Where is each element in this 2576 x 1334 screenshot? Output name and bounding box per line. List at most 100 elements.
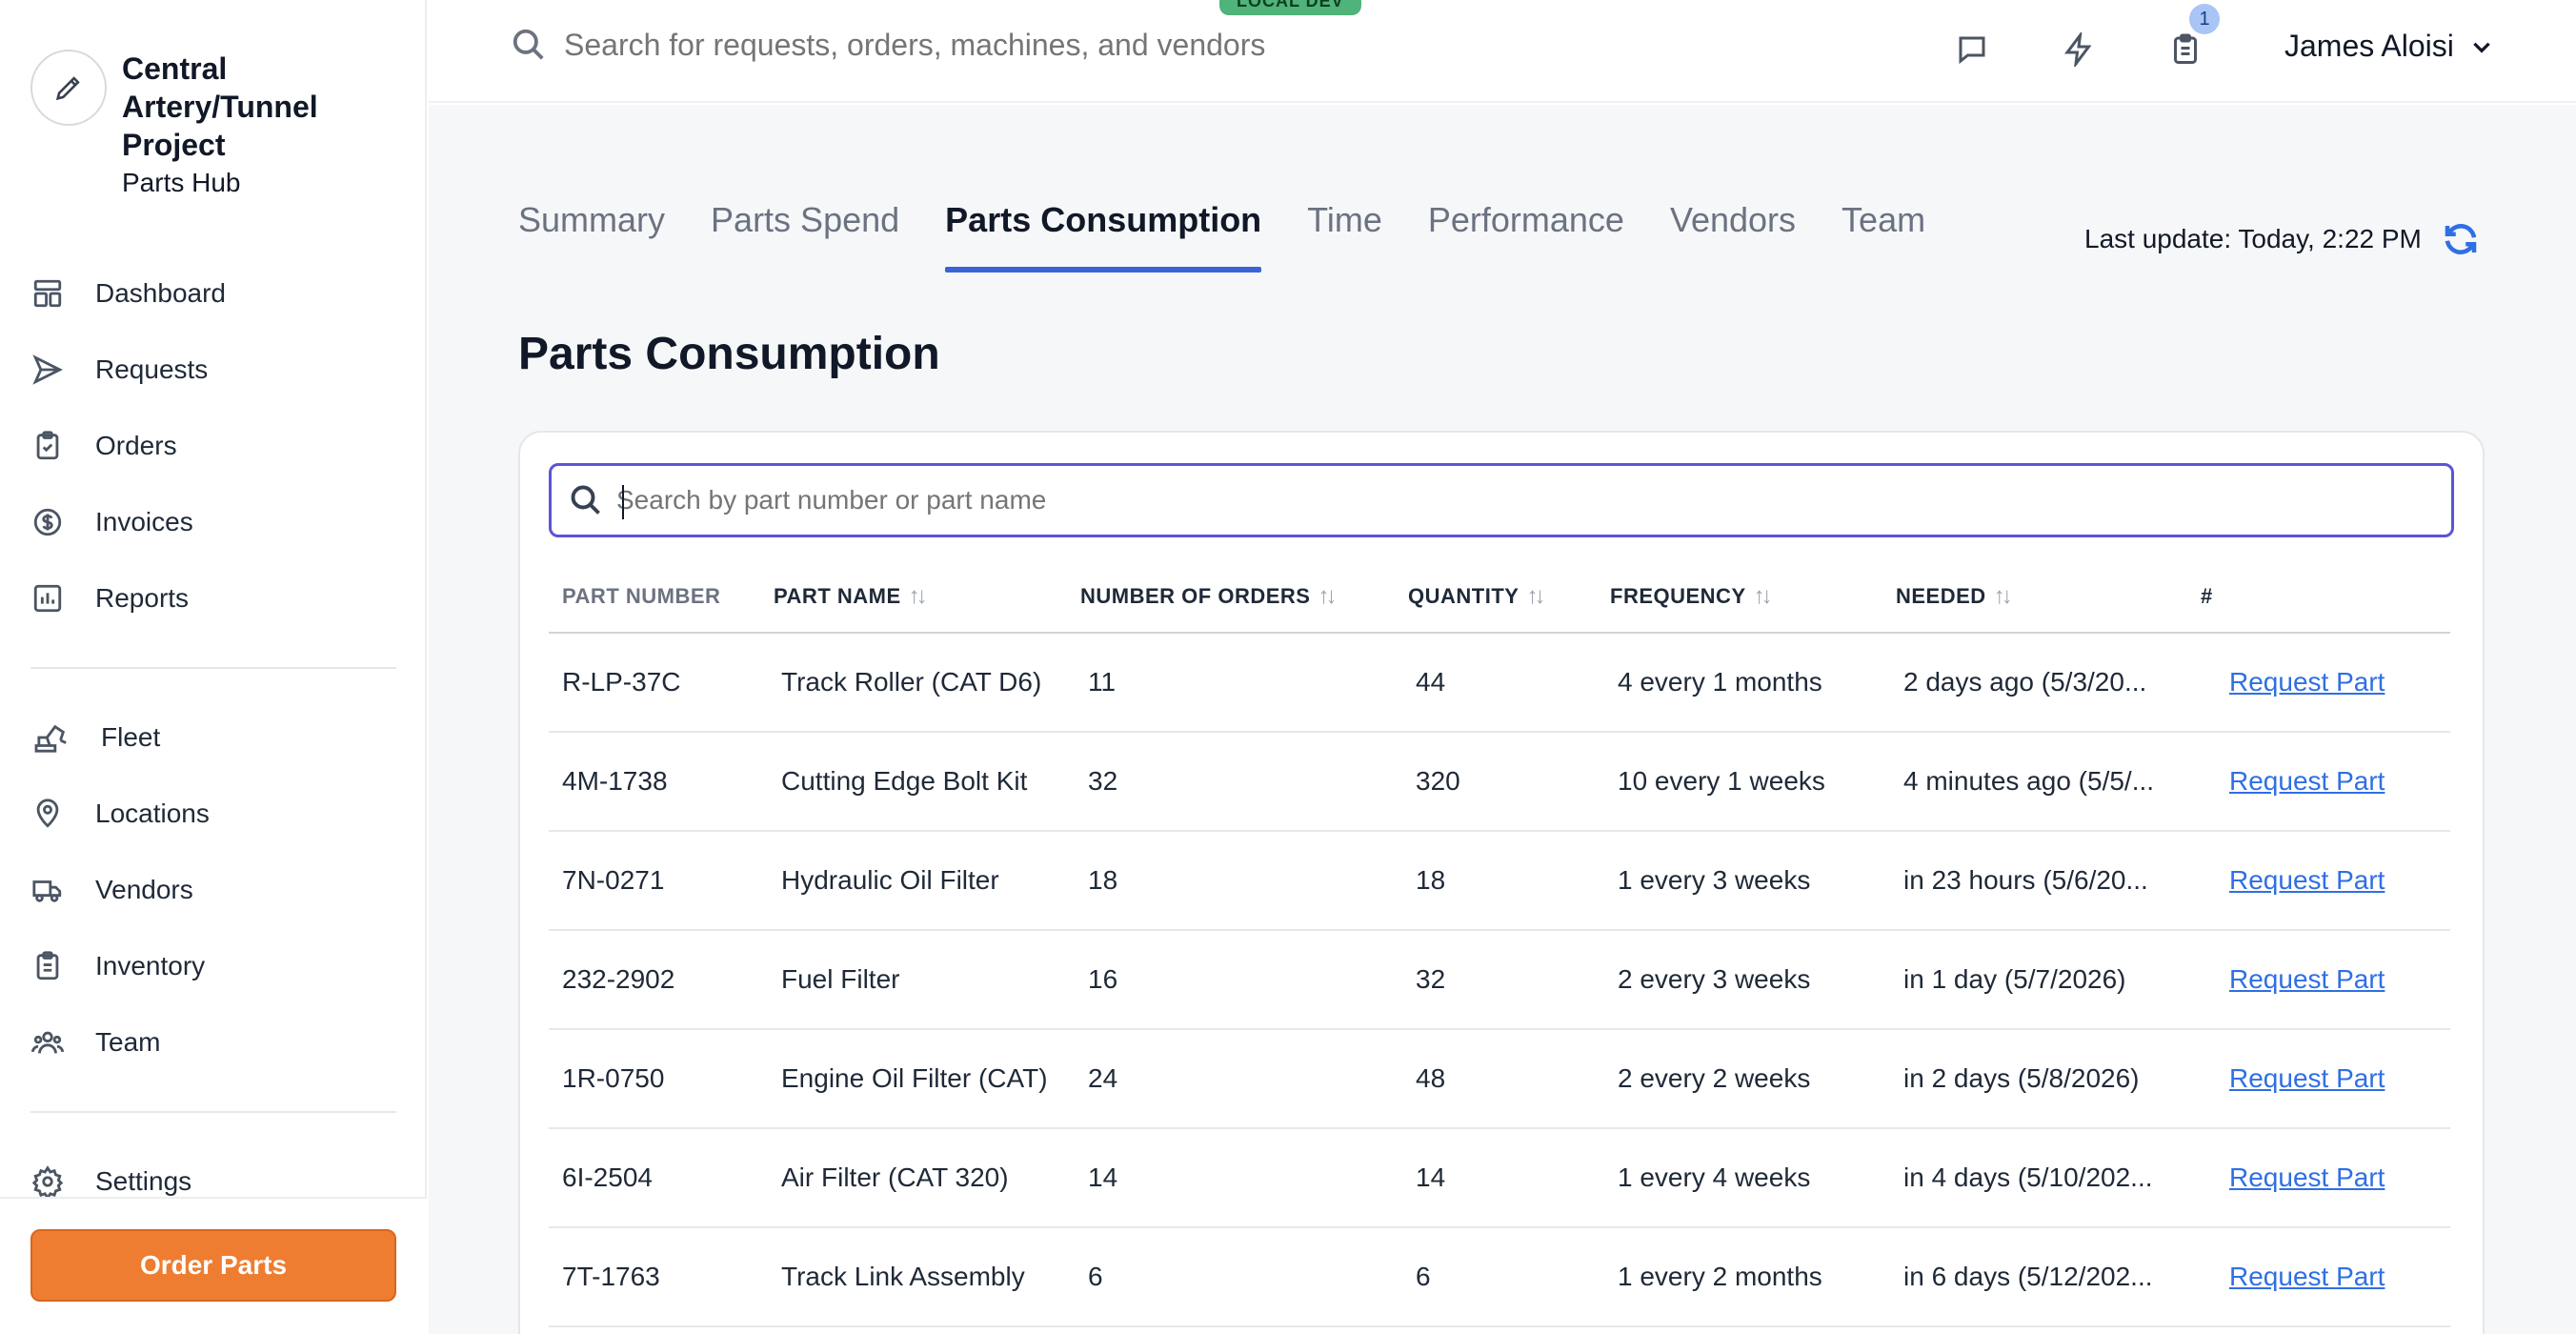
cell-number-of-orders: 14: [1080, 1128, 1408, 1228]
column-header-number-of-orders[interactable]: NUMBER OF ORDERS ↑↓: [1080, 560, 1408, 634]
sidebar-item-invoices[interactable]: Invoices: [30, 484, 396, 560]
gear-icon: [30, 1164, 65, 1199]
sidebar-item-label: Settings: [95, 1166, 192, 1196]
main-content: Summary Parts Spend Parts Consumption Ti…: [429, 105, 2576, 1334]
chevron-down-icon: [2473, 42, 2490, 53]
sidebar-item-reports[interactable]: Reports: [30, 560, 396, 637]
sidebar-item-team[interactable]: Team: [30, 1004, 396, 1081]
cell-needed: in 23 hours (5/6/20...: [1896, 831, 2201, 931]
sidebar-item-orders[interactable]: Orders: [30, 408, 396, 484]
parts-table: PART NUMBER PART NAME ↑↓ NUMBER OF ORDERS…: [549, 560, 2450, 1327]
column-header-part-number: PART NUMBER: [549, 560, 774, 634]
project-subtitle: Parts Hub: [122, 168, 241, 197]
table-header-row: PART NUMBER PART NAME ↑↓ NUMBER OF ORDERS…: [549, 560, 2450, 634]
tab-team[interactable]: Team: [1841, 200, 1926, 239]
send-icon: [30, 353, 65, 387]
topbar: LOCAL DEV 1 James Aloisi: [429, 0, 2576, 103]
sidebar: Central Artery/Tunnel Project Parts Hub …: [0, 0, 427, 1334]
table-row: 4M-1738 Cutting Edge Bolt Kit 32 320 10 ever…: [549, 732, 2450, 832]
activity-button[interactable]: [2060, 30, 2098, 69]
sidebar-item-label: Orders: [95, 431, 177, 460]
tab-performance[interactable]: Performance: [1427, 200, 1624, 239]
cell-number-of-orders: 16: [1080, 930, 1408, 1030]
cell-quantity: 32: [1408, 930, 1610, 1030]
sidebar-item-dashboard[interactable]: Dashboard: [30, 255, 396, 332]
tab-time[interactable]: Time: [1307, 200, 1382, 239]
tab-parts-spend[interactable]: Parts Spend: [711, 200, 900, 239]
sidebar-item-vendors[interactable]: Vendors: [30, 852, 396, 928]
order-parts-button[interactable]: Order Parts: [30, 1229, 396, 1302]
table-row: 7T-1763 Track Link Assembly 6 6 1 every 2 mo…: [549, 1227, 2450, 1327]
sidebar-item-locations[interactable]: Locations: [30, 776, 396, 852]
cell-part-number: 7N-0271: [549, 831, 774, 931]
cell-part-name: Track Roller (CAT D6): [774, 633, 1080, 733]
tasks-button[interactable]: 1: [2166, 4, 2220, 69]
sidebar-item-requests[interactable]: Requests: [30, 332, 396, 408]
tab-vendors[interactable]: Vendors: [1669, 200, 1797, 239]
part-search: [549, 463, 2454, 537]
sort-icon[interactable]: ↑↓: [1318, 582, 1337, 609]
settings-nav: Settings: [30, 1143, 396, 1220]
request-part-link[interactable]: Request Part: [2201, 1227, 2450, 1327]
tab-parts-consumption[interactable]: Parts Consumption: [945, 200, 1262, 276]
sidebar-divider: [30, 1111, 396, 1113]
request-part-link[interactable]: Request Part: [2201, 1029, 2450, 1129]
column-header-needed[interactable]: NEEDED ↑↓: [1896, 560, 2201, 634]
sidebar-item-label: Reports: [95, 583, 190, 613]
cell-needed: 4 minutes ago (5/5/...: [1896, 732, 2201, 832]
sidebar-item-label: Requests: [95, 354, 209, 384]
sort-icon[interactable]: ↑↓: [1753, 582, 1773, 609]
sidebar-item-inventory[interactable]: Inventory: [30, 928, 396, 1004]
cell-number-of-orders: 6: [1080, 1227, 1408, 1327]
cell-quantity: 6: [1408, 1227, 1610, 1327]
column-header-frequency[interactable]: FREQUENCY ↑↓: [1610, 560, 1896, 634]
sort-icon[interactable]: ↑↓: [908, 582, 928, 609]
cell-part-name: Air Filter (CAT 320): [774, 1128, 1080, 1228]
sidebar-item-settings[interactable]: Settings: [30, 1143, 396, 1220]
column-header-actions: #: [2201, 560, 2450, 634]
cell-frequency: 4 every 1 months: [1610, 633, 1896, 733]
table-row: 1R-0750 Engine Oil Filter (CAT) 24 48 2 ever…: [549, 1029, 2450, 1129]
cell-part-name: Cutting Edge Bolt Kit: [774, 732, 1080, 832]
tab-summary[interactable]: Summary: [518, 200, 666, 239]
request-part-link[interactable]: Request Part: [2201, 930, 2450, 1030]
column-header-quantity[interactable]: QUANTITY ↑↓: [1408, 560, 1610, 634]
cell-part-number: 7T-1763: [549, 1227, 774, 1327]
request-part-link[interactable]: Request Part: [2201, 633, 2450, 733]
messages-button[interactable]: [1953, 30, 1991, 69]
global-search-input[interactable]: [564, 27, 1421, 63]
cell-frequency: 1 every 4 weeks: [1610, 1128, 1896, 1228]
user-menu[interactable]: James Aloisi: [2284, 29, 2494, 64]
request-part-link[interactable]: Request Part: [2201, 1128, 2450, 1228]
table-row: 7N-0271 Hydraulic Oil Filter 18 18 1 every 3…: [549, 831, 2450, 931]
cell-quantity: 18: [1408, 831, 1610, 931]
table-row: 6I-2504 Air Filter (CAT 320) 14 14 1 every 4…: [549, 1128, 2450, 1228]
sidebar-item-label: Team: [95, 1027, 161, 1057]
cell-quantity: 320: [1408, 732, 1610, 832]
truck-icon: [30, 873, 65, 907]
cell-number-of-orders: 11: [1080, 633, 1408, 733]
refresh-icon[interactable]: [2441, 219, 2481, 259]
part-search-input[interactable]: [616, 485, 2426, 515]
edit-logo-button[interactable]: [30, 50, 107, 126]
cell-part-name: Fuel Filter: [774, 930, 1080, 1030]
clipboard-list-icon: [30, 949, 65, 983]
request-part-link[interactable]: Request Part: [2201, 732, 2450, 832]
cell-part-name: Hydraulic Oil Filter: [774, 831, 1080, 931]
cell-part-name: Track Link Assembly: [774, 1227, 1080, 1327]
cell-quantity: 44: [1408, 633, 1610, 733]
cell-frequency: 2 every 3 weeks: [1610, 930, 1896, 1030]
cell-frequency: 10 every 1 weeks: [1610, 732, 1896, 832]
column-header-part-name[interactable]: PART NAME ↑↓: [774, 560, 1080, 634]
dollar-circle-icon: [30, 505, 65, 539]
sort-icon[interactable]: ↑↓: [1993, 582, 2013, 609]
sidebar-item-fleet[interactable]: Fleet: [30, 699, 396, 776]
cell-frequency: 1 every 3 weeks: [1610, 831, 1896, 931]
bar-chart-icon: [30, 581, 65, 616]
cell-needed: 2 days ago (5/3/20...: [1896, 633, 2201, 733]
last-update: Last update: Today, 2:22 PM: [2084, 219, 2481, 259]
request-part-link[interactable]: Request Part: [2201, 831, 2450, 931]
cell-needed: in 1 day (5/7/2026): [1896, 930, 2201, 1030]
sidebar-item-label: Locations: [95, 798, 210, 828]
sort-icon[interactable]: ↑↓: [1526, 582, 1545, 609]
